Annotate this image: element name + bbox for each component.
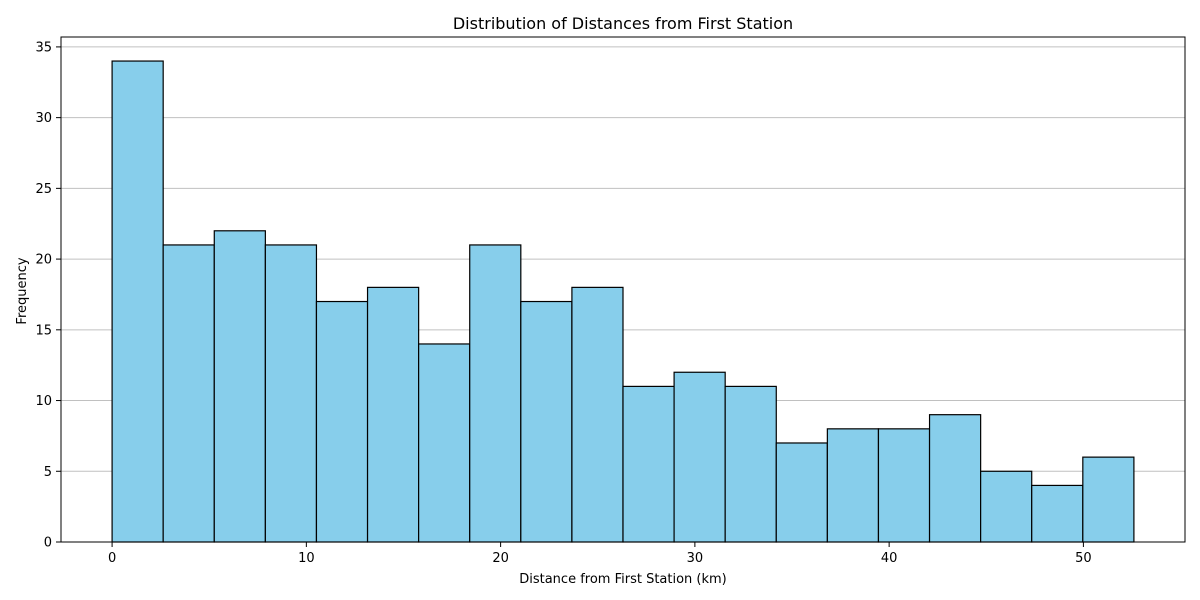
histogram-bar (469, 244, 522, 543)
histogram-bar (264, 244, 318, 543)
histogram-bar (673, 371, 726, 543)
histogram-bar (111, 60, 164, 543)
histogram-bar (418, 343, 471, 543)
histogram-bar (1031, 484, 1084, 543)
histogram-bar (980, 470, 1033, 543)
histogram-bar (928, 414, 982, 543)
x-tick-label: 20 (492, 551, 509, 566)
y-tick-label: 15 (35, 323, 52, 338)
histogram-bar (315, 300, 369, 543)
bars (111, 60, 1135, 543)
histogram-bar (520, 300, 573, 543)
y-axis-title: Frequency (15, 257, 30, 324)
chart-title: Distribution of Distances from First Sta… (453, 14, 793, 33)
y-tick-label: 0 (44, 536, 52, 551)
histogram-bar (571, 286, 624, 543)
x-tick-label: 0 (108, 551, 116, 566)
histogram-bar (775, 442, 828, 543)
x-axis-title: Distance from First Station (km) (519, 572, 727, 587)
y-tick-label: 5 (44, 465, 52, 480)
histogram-bar (162, 244, 215, 543)
x-tick-label: 40 (881, 551, 898, 566)
histogram-bar (1082, 456, 1135, 543)
ticks: 0 10 20 30 40 50 0 5 10 15 20 25 30 35 (35, 40, 1091, 566)
histogram-bar (877, 428, 931, 543)
axes (60, 36, 1186, 543)
y-tick-label: 20 (35, 253, 52, 268)
histogram-bar (213, 230, 266, 543)
histogram-bar (826, 428, 880, 543)
y-tick-label: 30 (35, 111, 52, 126)
y-tick-label: 10 (35, 394, 52, 409)
histogram-bar (366, 286, 420, 543)
histogram-bar (622, 385, 675, 543)
plot-frame (60, 36, 1186, 543)
y-tick-label: 25 (35, 182, 52, 197)
histogram-bar (724, 385, 777, 543)
x-tick-label: 30 (687, 551, 704, 566)
x-tick-label: 50 (1075, 551, 1092, 566)
x-tick-label: 10 (298, 551, 315, 566)
y-tick-label: 35 (35, 40, 52, 55)
